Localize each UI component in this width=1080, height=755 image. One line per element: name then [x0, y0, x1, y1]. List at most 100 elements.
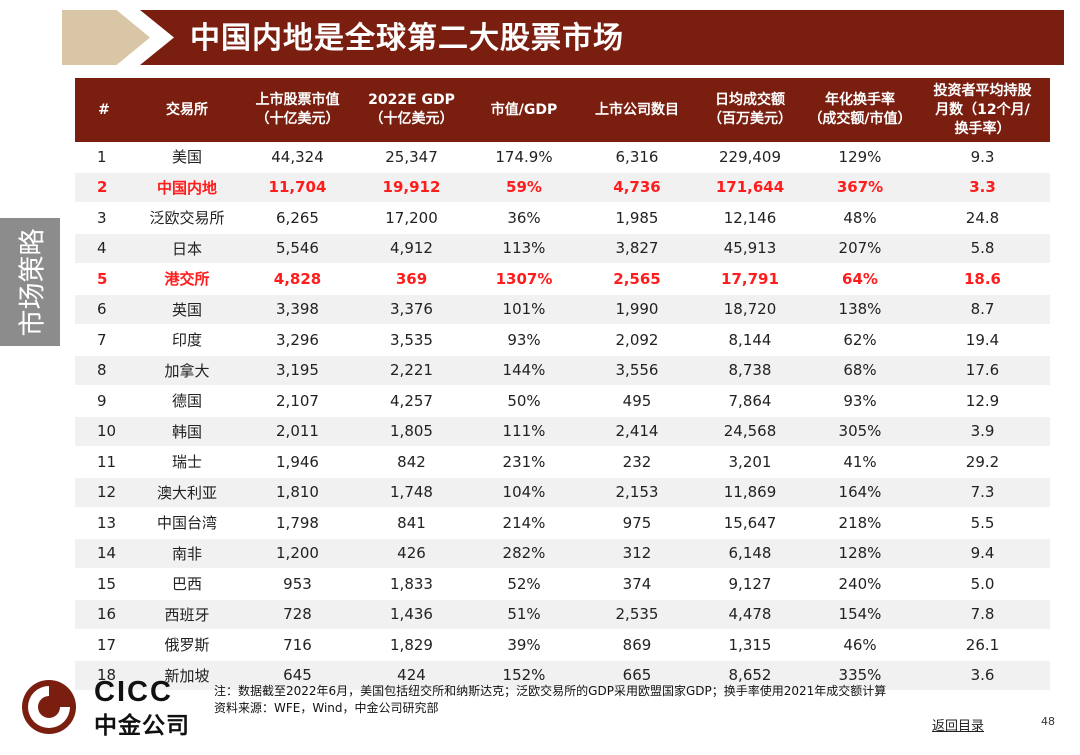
table-cell: 207%	[805, 233, 915, 264]
table-cell: 加拿大	[133, 355, 241, 386]
table-cell: 18	[75, 660, 133, 691]
data-source: 资料来源：WFE，Wind，中金公司研究部	[214, 701, 439, 715]
table-cell: 韩国	[133, 416, 241, 447]
table-cell: 41%	[805, 446, 915, 478]
table-cell: 104%	[469, 477, 579, 508]
column-header: #	[75, 78, 133, 142]
table-cell: 西班牙	[133, 599, 241, 630]
table-row: 6 英国 3,398 3,376 101% 1,990 18,720 138% 8.7	[75, 294, 1050, 325]
table-cell: 2,414	[579, 416, 695, 447]
table-cell: 25,347	[354, 142, 469, 173]
table-cell: 975	[579, 507, 695, 539]
table-cell: 2,221	[354, 355, 469, 386]
table-cell: 101%	[469, 294, 579, 325]
table-row: 17 俄罗斯 716 1,829 39% 869 1,315 46% 26.1	[75, 629, 1050, 661]
table-row: 13 中国台湾 1,798 841 214% 975 15,647 218% 5.5	[75, 507, 1050, 539]
cicc-logo: CICC 中金公司	[20, 676, 210, 739]
table-cell: 953	[241, 568, 354, 600]
side-tab-label: 市场策略	[17, 228, 49, 336]
table-cell: 62%	[805, 324, 915, 356]
table-cell: 港交所	[133, 263, 241, 295]
table-cell: 印度	[133, 324, 241, 356]
table-cell: 48%	[805, 202, 915, 234]
table-cell: 3,556	[579, 355, 695, 386]
table-cell: 12	[75, 477, 133, 508]
table-cell: 日本	[133, 233, 241, 264]
table-cell: 113%	[469, 233, 579, 264]
table-cell: 152%	[469, 660, 579, 691]
table-cell: 17	[75, 629, 133, 661]
table-cell: 18,720	[695, 294, 805, 325]
table-cell: 1	[75, 142, 133, 173]
table-cell: 12,146	[695, 202, 805, 234]
table-header-row: # 交易所 上市股票市值 （十亿美元） 2022E GDP （十亿美元） 市值/GDP 上市公…	[75, 78, 1050, 142]
table-cell: 1,315	[695, 629, 805, 661]
column-header: 年化换手率 （成交额/市值）	[805, 78, 915, 142]
table-cell: 367%	[805, 172, 915, 203]
table-cell: 澳大利亚	[133, 477, 241, 508]
table-cell: 52%	[469, 568, 579, 600]
table-cell: 174.9%	[469, 142, 579, 173]
table-cell: 374	[579, 568, 695, 600]
table-row: 9 德国 2,107 4,257 50% 495 7,864 93% 12.9	[75, 385, 1050, 417]
table-cell: 巴西	[133, 568, 241, 600]
table-cell: 240%	[805, 568, 915, 600]
column-header: 投资者平均持股 月数（12个月/换手率）	[915, 78, 1050, 142]
cicc-logo-mark-icon	[22, 680, 76, 734]
table-body: 1 美国 44,324 25,347 174.9% 6,316 229,409 129% 9.3…	[75, 142, 1050, 691]
table-row: 5 港交所 4,828 369 1307% 2,565 17,791 64% 18.6	[75, 263, 1050, 295]
table-cell: 335%	[805, 660, 915, 691]
table-cell: 24.8	[915, 202, 1050, 234]
table-cell: 44,324	[241, 142, 354, 173]
table-row: 7 印度 3,296 3,535 93% 2,092 8,144 62% 19.4	[75, 324, 1050, 356]
table-cell: 229,409	[695, 142, 805, 173]
table-cell: 13	[75, 507, 133, 539]
table-cell: 214%	[469, 507, 579, 539]
table-cell: 6,316	[579, 142, 695, 173]
column-header: 市值/GDP	[469, 78, 579, 142]
table-cell: 9,127	[695, 568, 805, 600]
table-cell: 3.3	[915, 172, 1050, 203]
column-header-line: 上市公司数目	[595, 101, 679, 118]
table-cell: 128%	[805, 538, 915, 569]
table-cell: 6	[75, 294, 133, 325]
table-cell: 24,568	[695, 416, 805, 447]
table-cell: 15,647	[695, 507, 805, 539]
table-cell: 4,478	[695, 599, 805, 630]
table-cell: 泛欧交易所	[133, 202, 241, 234]
side-section-tab[interactable]: 市场策略	[0, 218, 60, 346]
back-to-contents-link[interactable]: 返回目录	[932, 719, 985, 734]
table-cell: 45,913	[695, 233, 805, 264]
table-cell: 2,011	[241, 416, 354, 447]
table-cell: 南非	[133, 538, 241, 569]
table-cell: 19.4	[915, 324, 1050, 356]
table-cell: 8,652	[695, 660, 805, 691]
table-cell: 3,296	[241, 324, 354, 356]
column-header-line: 日均成交额	[715, 92, 785, 108]
column-header-line: （百万美元）	[708, 111, 792, 127]
table-row: 10 韩国 2,011 1,805 111% 2,414 24,568 305% 3.9	[75, 416, 1050, 447]
table-cell: 4,828	[241, 263, 354, 295]
table-cell: 138%	[805, 294, 915, 325]
column-header: 交易所	[133, 78, 241, 142]
page-title: 中国内地是全球第二大股票市场	[190, 21, 624, 56]
column-header: 2022E GDP （十亿美元）	[354, 78, 469, 142]
table-cell: 6,265	[241, 202, 354, 234]
table-cell: 15	[75, 568, 133, 600]
table-cell: 9	[75, 385, 133, 417]
table-cell: 7	[75, 324, 133, 356]
table-cell: 1,990	[579, 294, 695, 325]
table-cell: 2,107	[241, 385, 354, 417]
table-cell: 14	[75, 538, 133, 569]
table-cell: 1,748	[354, 477, 469, 508]
logo-text-en: CICC	[94, 676, 173, 708]
table-row: 4 日本 5,546 4,912 113% 3,827 45,913 207% 5.8	[75, 233, 1050, 264]
table-cell: 17,791	[695, 263, 805, 295]
column-header-line: 投资者平均持股	[933, 82, 1032, 99]
table-row: 14 南非 1,200 426 282% 312 6,148 128% 9.4	[75, 538, 1050, 569]
column-header-line: （成交额/市值）	[808, 111, 912, 127]
table-cell: 16	[75, 599, 133, 630]
table-cell: 7.3	[915, 477, 1050, 508]
title-chevron-accent	[62, 10, 150, 65]
table-cell: 8,738	[695, 355, 805, 386]
